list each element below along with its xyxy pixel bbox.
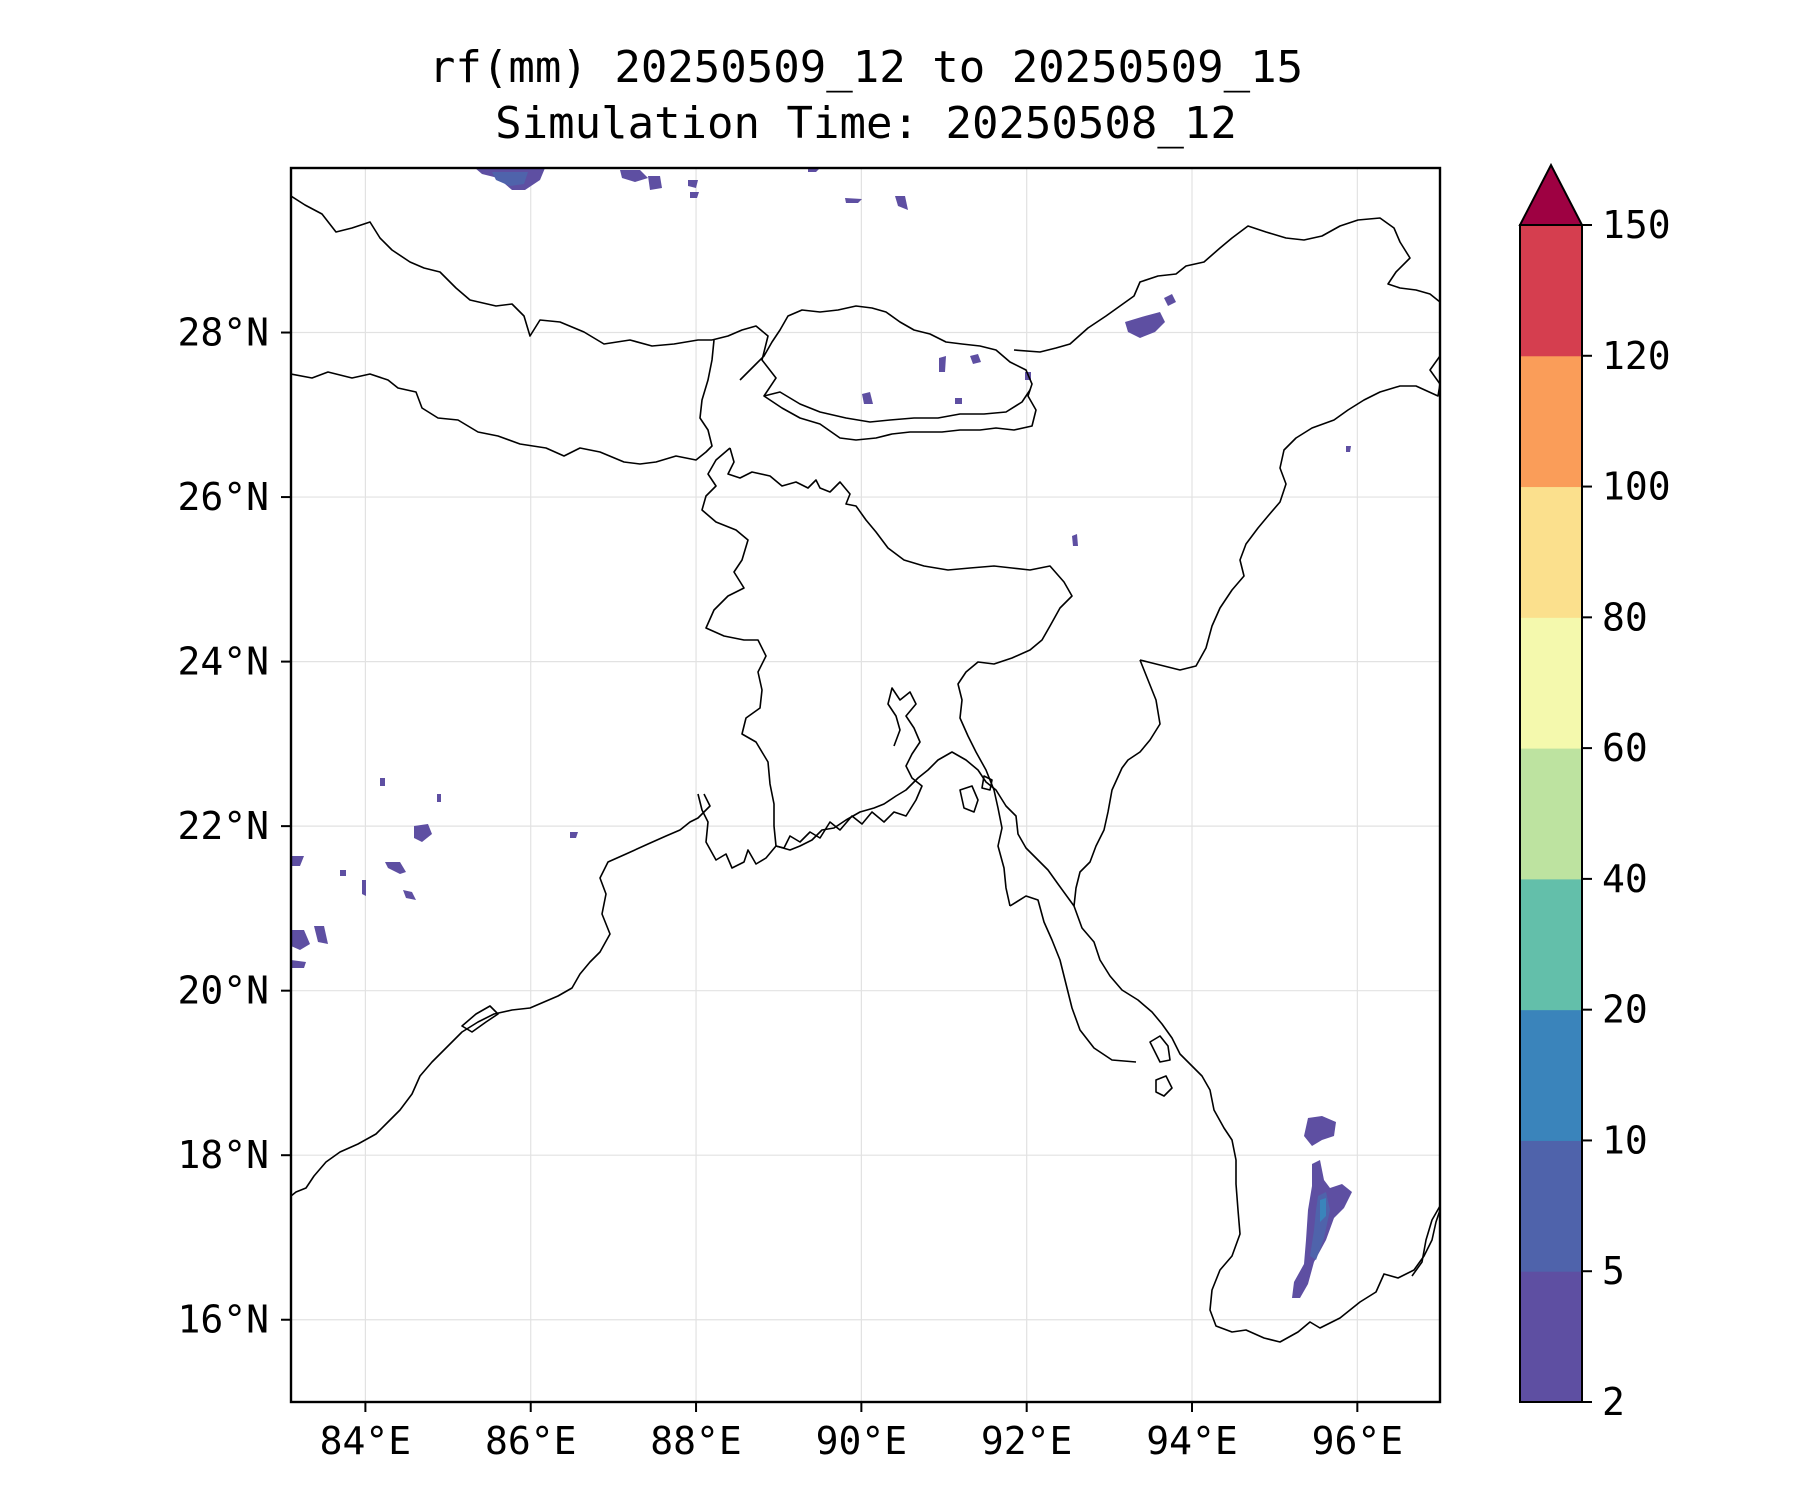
colorbar-tick-label: 150: [1602, 203, 1671, 247]
rain-patch-bhutan-4: [955, 398, 962, 404]
rain-patch-north-3: [648, 176, 662, 190]
west-bengal-border: [701, 447, 777, 847]
lat-tick-label: 22°N: [177, 804, 269, 848]
map-background: [291, 168, 1440, 1402]
lat-tick-label: 28°N: [177, 311, 269, 355]
rain-patch-assam-2: [1164, 294, 1176, 306]
odisha-chilika-lagoon: [461, 1005, 499, 1033]
rain-patch-north-6: [845, 198, 862, 203]
rain-patch-north-2: [620, 170, 648, 182]
colorbar-tick-label: 5: [1602, 1249, 1625, 1293]
longitude-axis: 84°E 86°E 88°E 90°E 92°E 94°E 96°E: [320, 1402, 1403, 1463]
myanmar-ramree-island: [1155, 1075, 1173, 1097]
lat-tick-label: 16°N: [177, 1298, 269, 1342]
colorbar-segment: [1520, 1140, 1582, 1272]
rain-patch-bhutan-1: [862, 392, 873, 404]
rain-patch-odisha-3: [380, 778, 385, 786]
map-area: 84°E 86°E 88°E 90°E 92°E 94°E 96°E 16°N 18°N 20°…: [177, 166, 1442, 1463]
lat-tick-label: 20°N: [177, 969, 269, 1013]
colorbar-tick-label: 60: [1602, 726, 1648, 770]
indian-east-coast: [291, 793, 711, 1197]
rain-patch-odisha-12: [437, 794, 441, 802]
colorbar-tick-label: 120: [1602, 334, 1671, 378]
colorbar-frame: [1519, 224, 1583, 1403]
colorbar-segment: [1520, 878, 1582, 1011]
rain-patch-odisha-2: [385, 862, 406, 874]
colorbar-segment: [1520, 1009, 1582, 1141]
lat-tick-label: 18°N: [177, 1133, 269, 1177]
lat-tick-label: 24°N: [177, 640, 269, 684]
rain-patch-north-5: [690, 192, 699, 198]
rain-patch-ne-2: [1346, 446, 1351, 452]
bhutan-outline: [763, 389, 1031, 423]
assam-north-border: [1013, 217, 1440, 353]
rain-patch-ne-1: [1072, 534, 1078, 546]
rain-patch-bhutan-3: [970, 354, 981, 364]
rain-patch-odisha-4: [403, 890, 416, 900]
rain-patch-myanmar-peak: [1320, 1198, 1326, 1222]
bay-of-bengal-east-coast: [775, 751, 1440, 1343]
rain-patch-odisha-11: [570, 832, 578, 838]
latitude-axis: 16°N 18°N 20°N 22°N 24°N 26°N 28°N: [177, 311, 291, 1342]
rain-patch-bhutan-2: [939, 356, 946, 372]
rain-patch-north-4: [688, 180, 698, 188]
colorbar-segment: [1520, 1271, 1582, 1403]
rain-patch-myanmar-north: [1304, 1116, 1336, 1146]
rain-patch-odisha-1: [414, 824, 432, 842]
lon-tick-label: 90°E: [816, 1419, 908, 1463]
colorbar-tick-label: 40: [1602, 857, 1648, 901]
colorbar-extend-max-triangle: [1518, 162, 1584, 226]
colorbar-tick-label: 20: [1602, 988, 1648, 1032]
map-frame: [289, 166, 1442, 1404]
coastlines-and-borders: [291, 195, 1440, 1343]
myanmar-gulf-of-martaban: [1411, 1205, 1440, 1277]
map-title-line-2: Simulation Time: 20250508_12: [495, 98, 1237, 149]
lon-tick-label: 84°E: [320, 1419, 412, 1463]
colorbar-segment: [1520, 748, 1582, 880]
rain-patch-odisha-5: [362, 880, 366, 896]
bangladesh-outline: [727, 447, 1073, 907]
arunachal-south-border: [1139, 355, 1440, 671]
rain-patch-odisha-10: [291, 960, 306, 968]
chittagong-island-2: [981, 775, 993, 791]
sundarbans-delta: [697, 687, 923, 869]
lon-tick-label: 94°E: [1146, 1419, 1238, 1463]
gridlines: [291, 168, 1440, 1402]
lat-tick-label: 26°N: [177, 475, 269, 519]
rainfall-patches: [291, 168, 1352, 1298]
nepal-north-border: [291, 195, 712, 347]
rain-patch-odisha-9: [314, 926, 328, 944]
colorbar-segment: [1520, 355, 1582, 488]
map-title-line-1: rf(mm) 20250509_12 to 20250509_15: [429, 42, 1303, 93]
lon-tick-label: 86°E: [485, 1419, 577, 1463]
myanmar-western-border: [1073, 659, 1161, 907]
sikkim-bhutan-border: [711, 305, 1037, 441]
rain-patch-north-core: [492, 172, 528, 186]
colorbar-segment: [1520, 486, 1582, 618]
rain-patch-north-7: [895, 196, 908, 210]
colorbar-segment: [1520, 225, 1582, 357]
colorbar-tick-label: 80: [1602, 595, 1648, 639]
lon-tick-label: 88°E: [650, 1419, 742, 1463]
rain-patch-odisha-7: [291, 856, 304, 866]
colorbar-segment: [1520, 617, 1582, 749]
lon-tick-label: 92°E: [981, 1419, 1073, 1463]
colorbar-tick-label: 100: [1602, 465, 1671, 509]
myanmar-cheduba-island: [1149, 1035, 1171, 1063]
nepal-south-border: [291, 339, 715, 465]
tripura-mizoram-border: [1009, 895, 1137, 1063]
rain-patch-assam: [1125, 312, 1165, 338]
colorbar-tick-label: 10: [1602, 1118, 1648, 1162]
rain-patch-odisha-8: [291, 930, 310, 950]
rain-patch-odisha-6: [340, 870, 346, 876]
chittagong-island-1: [959, 785, 979, 813]
lon-tick-label: 96°E: [1312, 1419, 1404, 1463]
colorbar: 2 5 10 20 40 60 80 100 120 150: [1518, 162, 1671, 1424]
colorbar-tick-label: 2: [1602, 1380, 1625, 1424]
